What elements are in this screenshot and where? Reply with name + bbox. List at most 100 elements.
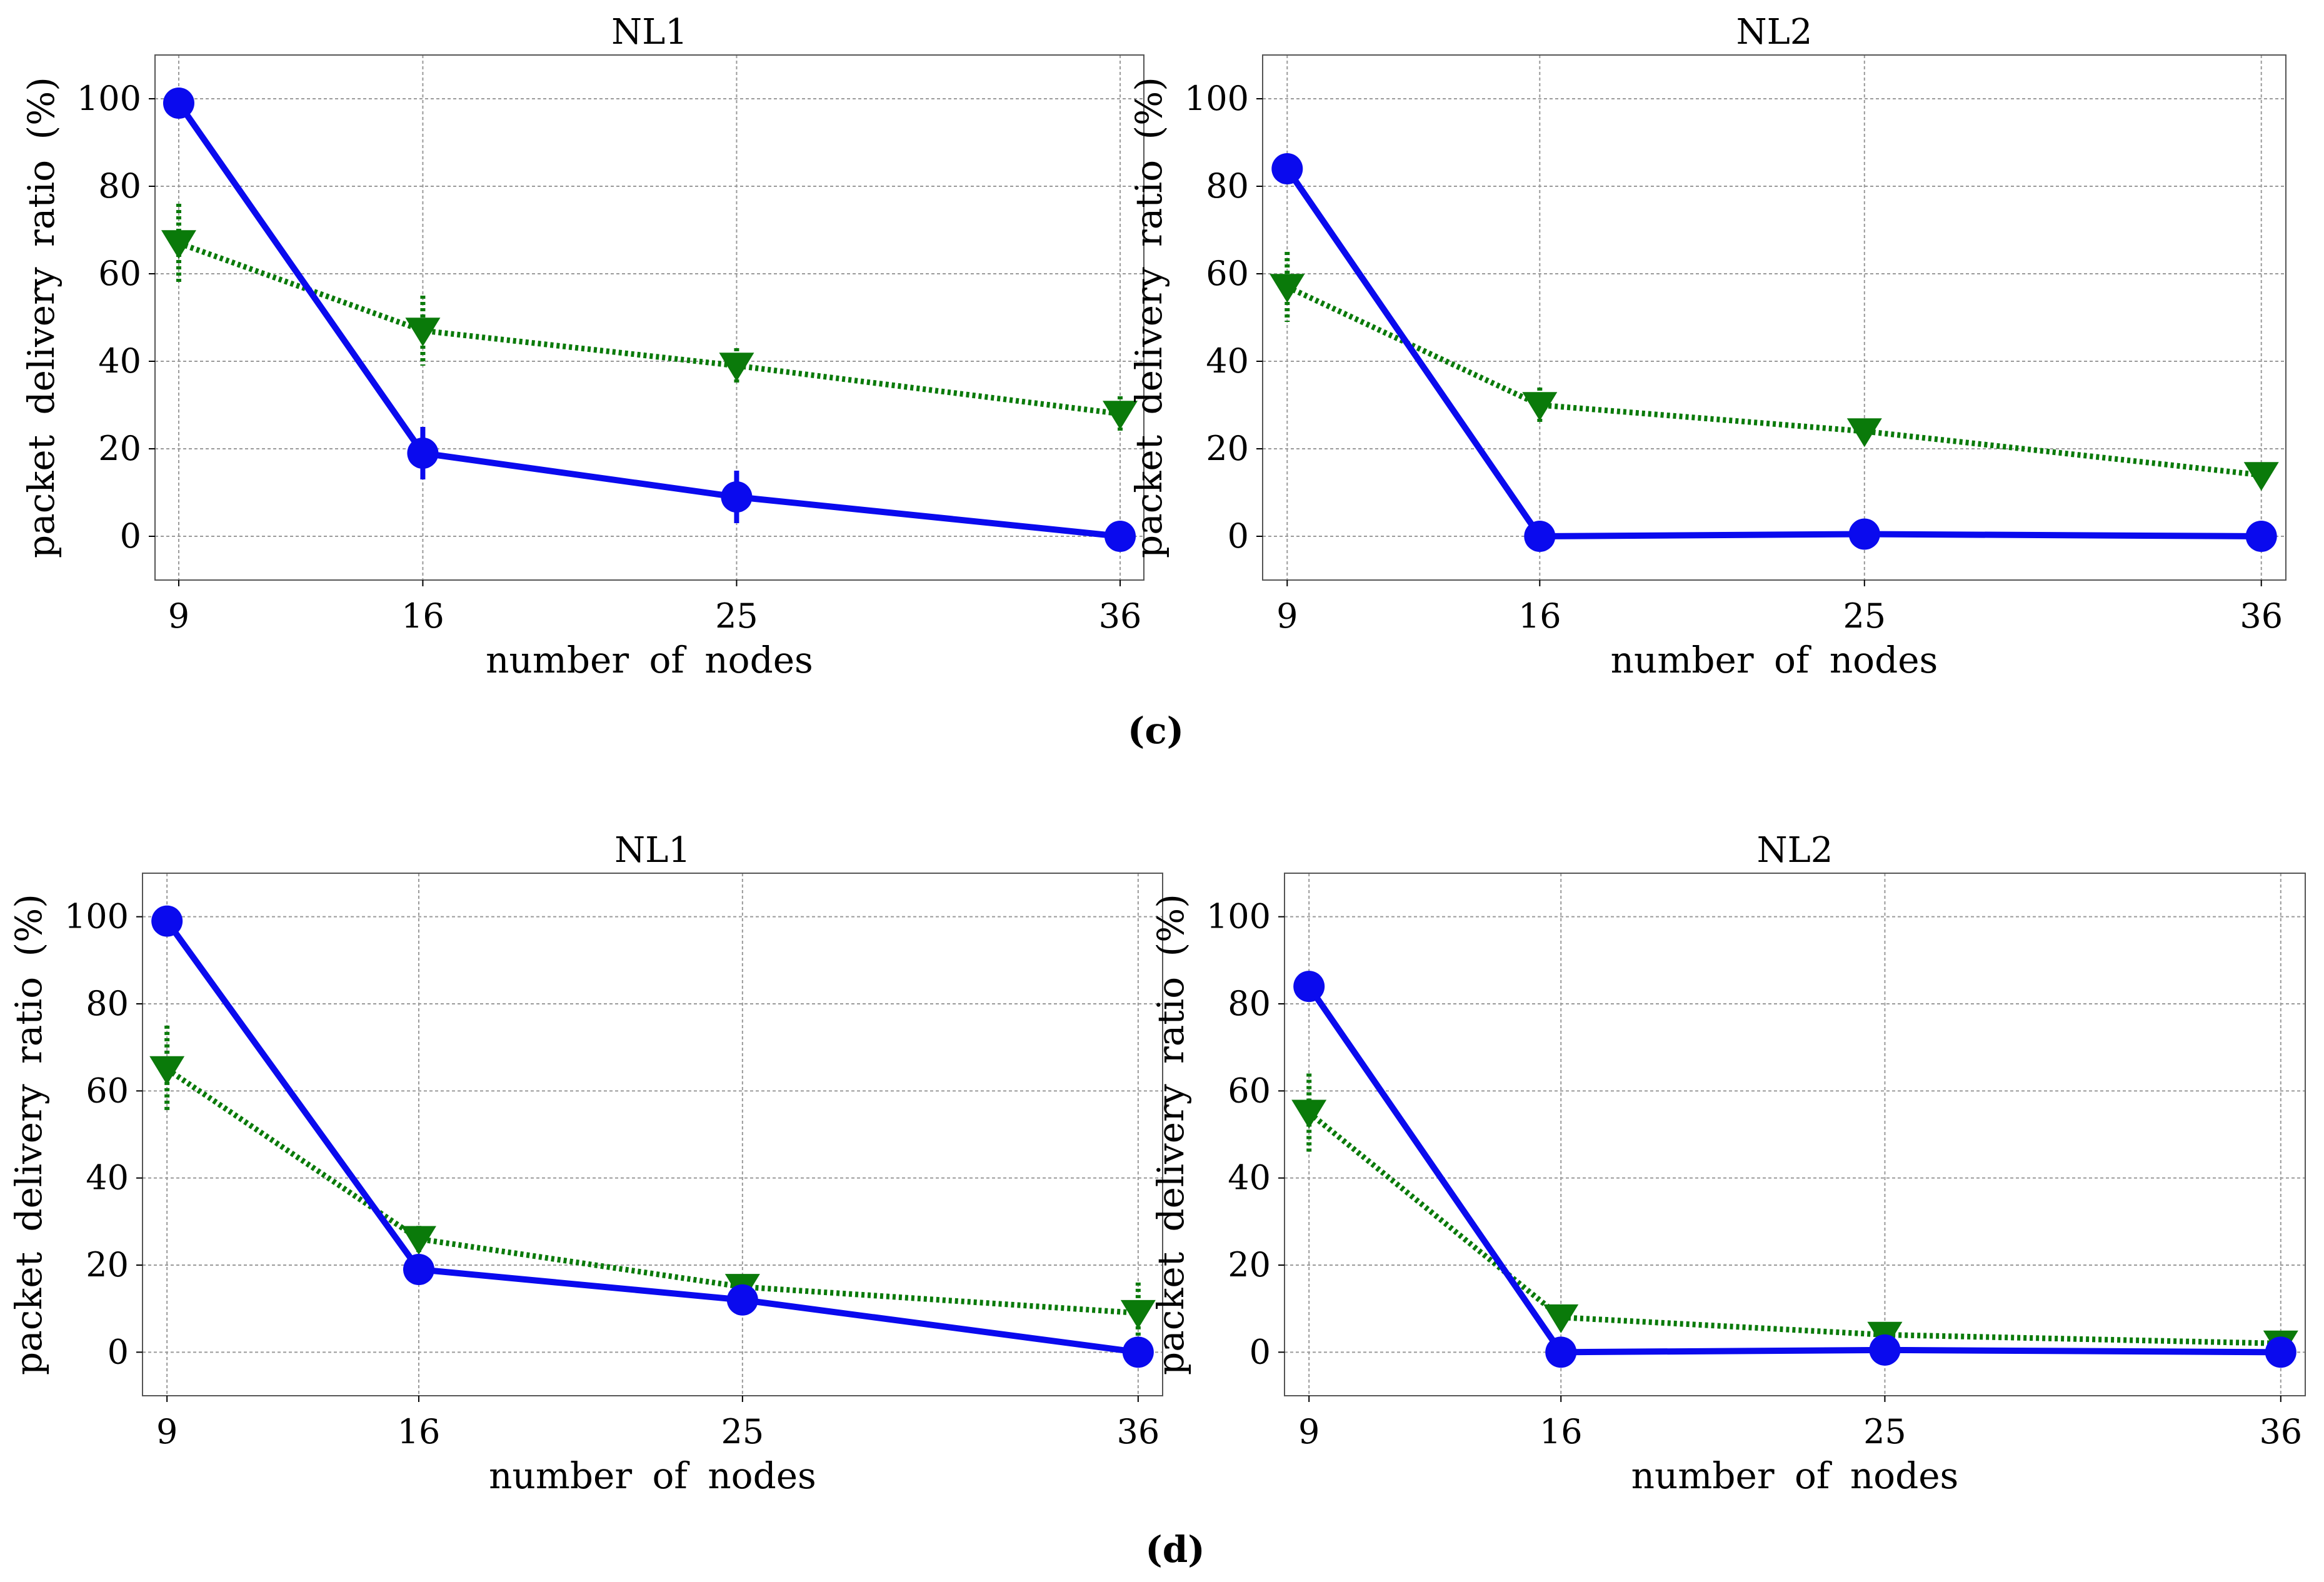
series-line-dotted-triangle: [165, 1066, 1139, 1316]
data-point-circle: [151, 905, 183, 937]
x-axis-label: number of nodes: [1631, 1454, 1959, 1497]
x-tick-label: 16: [1540, 1412, 1583, 1451]
chart-c-right: 0 20 40 60 80 100 9 16 25 36 NL2 number of nodes pac…: [1128, 12, 2286, 681]
x-tick-label: 25: [1863, 1412, 1906, 1451]
panel-title: NL1: [611, 12, 688, 53]
data-point-circle: [726, 1284, 758, 1316]
x-tick-label: 16: [1518, 596, 1561, 636]
panel-title: NL2: [1757, 830, 1833, 871]
data-point-circle: [1524, 521, 1556, 552]
y-tick-label: 100: [64, 897, 129, 936]
x-axis-label: number of nodes: [486, 639, 813, 681]
chart-c-left: 0 20 40 60 80 100 9 16 25 36 NL1 number of nodes pac…: [20, 12, 1144, 681]
data-point-triangle: [719, 353, 754, 382]
plot-frame: [154, 54, 1144, 581]
x-axis-label: number of nodes: [489, 1454, 816, 1497]
x-tick-label: 25: [721, 1412, 764, 1451]
x-tick-label: 36: [1099, 596, 1142, 636]
y-tick-label: 60: [1206, 254, 1249, 293]
data-point-triangle: [1270, 274, 1305, 303]
y-axis-label: packet delivery ratio (%): [20, 77, 63, 558]
y-tick-label: 100: [1206, 897, 1271, 936]
y-tick-label: 20: [1228, 1245, 1271, 1284]
series-line-solid-circle: [1306, 984, 2281, 1356]
y-tick-label: 0: [120, 516, 141, 556]
x-tick-label: 36: [1116, 1412, 1159, 1451]
data-point-circle: [407, 438, 439, 469]
y-tick-label: 40: [86, 1158, 129, 1198]
data-point-circle: [1848, 518, 1880, 550]
y-tick-label: 80: [1228, 984, 1271, 1023]
data-point-triangle: [401, 1226, 436, 1255]
x-tick-label: 36: [2259, 1412, 2302, 1451]
data-point-triangle: [2243, 462, 2279, 491]
series-line-solid-circle: [176, 101, 1121, 539]
y-tick-label: 0: [1250, 1332, 1271, 1371]
series-line-dotted-triangle: [178, 240, 1121, 417]
y-tick-label: 100: [77, 79, 141, 118]
data-point-circle: [1122, 1336, 1154, 1368]
y-tick-label: 0: [108, 1332, 129, 1371]
data-point-triangle: [1522, 392, 1558, 421]
data-point-triangle: [1543, 1304, 1579, 1333]
chart-d-left: 0 20 40 60 80 100 9 16 25 36 NL1 number of nodes pac…: [8, 830, 1163, 1497]
y-tick-label: 20: [98, 429, 141, 468]
y-tick-label: 80: [1206, 166, 1249, 206]
y-tick-label: 20: [1206, 429, 1249, 468]
data-point-triangle: [1103, 401, 1138, 430]
x-tick-label: 9: [156, 1412, 178, 1451]
data-point-circle: [2245, 521, 2277, 552]
x-axis-label: number of nodes: [1611, 639, 1938, 681]
y-tick-label: 40: [1206, 341, 1249, 381]
series-line-dotted-triangle: [1307, 1110, 2281, 1346]
data-point-triangle: [1846, 418, 1882, 448]
y-tick-label: 40: [1228, 1158, 1271, 1198]
y-axis-label: packet delivery ratio (%): [8, 894, 50, 1375]
panel-title: NL1: [614, 830, 691, 871]
data-point-circle: [1545, 1336, 1577, 1368]
y-tick-label: 40: [98, 341, 141, 381]
data-point-circle: [1293, 971, 1325, 1003]
plot-frame: [142, 873, 1163, 1396]
series-line-dotted-triangle: [1286, 284, 2262, 478]
x-tick-label: 25: [715, 596, 758, 636]
data-point-circle: [721, 481, 753, 513]
data-point-circle: [2265, 1336, 2296, 1368]
data-point-triangle: [1120, 1299, 1156, 1329]
x-tick-label: 9: [1298, 1412, 1320, 1451]
x-tick-label: 16: [401, 596, 444, 636]
data-point-circle: [403, 1253, 434, 1285]
data-point-triangle: [405, 318, 441, 347]
caption-d: (d): [1145, 1528, 1205, 1571]
y-axis-label: packet delivery ratio (%): [1149, 894, 1192, 1375]
y-tick-label: 20: [86, 1245, 129, 1284]
data-point-triangle: [149, 1056, 185, 1085]
data-point-circle: [163, 88, 194, 119]
x-tick-label: 25: [1843, 596, 1886, 636]
caption-c: (c): [1127, 709, 1185, 752]
x-tick-label: 9: [1276, 596, 1298, 636]
x-tick-label: 16: [398, 1412, 441, 1451]
data-point-circle: [1104, 521, 1136, 552]
plot-frame: [1284, 873, 2306, 1396]
panel-title: NL2: [1736, 12, 1813, 53]
x-tick-label: 9: [168, 596, 189, 636]
plot-frame: [1262, 54, 2286, 581]
data-point-circle: [1869, 1334, 1901, 1366]
x-tick-label: 36: [2240, 596, 2283, 636]
data-point-triangle: [1291, 1099, 1327, 1129]
y-tick-label: 0: [1228, 516, 1249, 556]
data-point-circle: [1271, 153, 1303, 184]
data-point-triangle: [161, 230, 196, 259]
y-tick-label: 80: [98, 166, 141, 206]
y-axis-label: packet delivery ratio (%): [1128, 77, 1170, 558]
y-tick-label: 60: [98, 254, 141, 293]
y-tick-label: 60: [1228, 1071, 1271, 1110]
y-tick-label: 60: [86, 1071, 129, 1110]
y-tick-label: 80: [86, 984, 129, 1023]
y-tick-label: 100: [1185, 79, 1249, 118]
series-line-solid-circle: [1285, 167, 2261, 539]
series-line-solid-circle: [164, 919, 1139, 1356]
chart-d-right: 0 20 40 60 80 100 9 16 25 36 NL2 number of nodes pac…: [1149, 830, 2306, 1497]
